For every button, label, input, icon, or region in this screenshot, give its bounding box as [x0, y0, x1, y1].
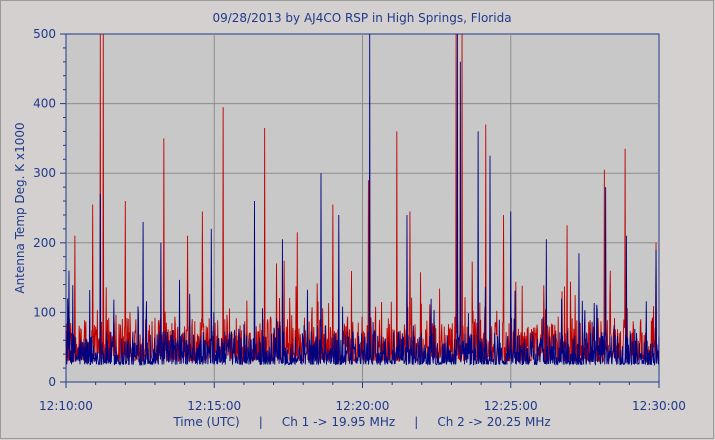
y-axis-label: Antenna Temp Deg. K x1000 — [13, 122, 27, 293]
x-axis-label: Time (UTC) | Ch 1 -> 19.95 MHz | Ch 2 ->… — [172, 415, 550, 429]
y-tick-label: 0 — [48, 375, 56, 389]
y-tick-label: 400 — [33, 97, 56, 111]
axes: 0 100 200 300 400 500 12:10:00 12:15:00 12:20:00… — [33, 27, 686, 413]
y-tick-label: 200 — [33, 236, 56, 250]
x-tick-label: 12:10:00 — [39, 399, 93, 413]
x-tick-label: 12:20:00 — [336, 399, 390, 413]
x-tick-label: 12:15:00 — [187, 399, 241, 413]
y-tick-label: 300 — [33, 166, 56, 180]
chart-title: 09/28/2013 by AJ4CO RSP in High Springs,… — [212, 11, 511, 25]
x-tick-label: 12:25:00 — [484, 399, 538, 413]
y-tick-label: 100 — [33, 305, 56, 319]
series-line-ch1 — [65, 33, 660, 367]
series-layer — [65, 33, 660, 367]
y-tick-label: 500 — [33, 27, 56, 41]
x-tick-label: 12:30:00 — [632, 399, 686, 413]
